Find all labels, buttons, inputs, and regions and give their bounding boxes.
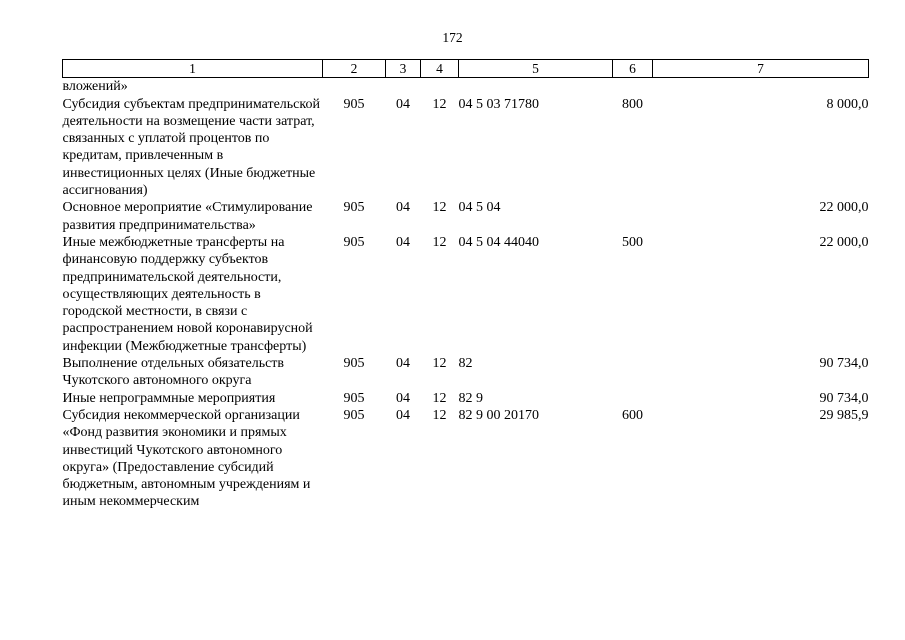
table-cell-col4: 12	[432, 390, 447, 406]
table-cell-col3: 04	[396, 390, 410, 406]
table-cell-col6: 800	[622, 96, 643, 112]
header-cell-7: 7	[652, 58, 869, 79]
table-cell-col4: 12	[432, 234, 447, 250]
table-cell-col3	[386, 78, 421, 96]
table-cell-col4: 12	[432, 407, 447, 423]
table-cell-col3: 04	[396, 234, 410, 250]
table-cell-col5: 82 9 00 20170	[458, 407, 540, 423]
table-cell-col2	[323, 78, 386, 96]
table-cell-col3: 04	[396, 96, 410, 112]
header-cell-2: 2	[322, 58, 386, 79]
table-cell-col3: 04	[396, 200, 410, 216]
table-cell-col6: 500	[622, 234, 643, 250]
table-cell-col5: 04 5 04	[458, 200, 501, 216]
table-cell-col6	[613, 78, 653, 96]
table-cell-col5: 04 5 03 71780	[458, 96, 540, 112]
table-cell-col7: 22 000,0	[819, 200, 869, 216]
table-cell-col6	[613, 355, 653, 390]
table-cell-col1: Основное мероприятие «Стимулирование раз…	[62, 200, 313, 233]
table-cell-col3: 04	[396, 356, 410, 372]
header-cell-6: 6	[612, 58, 653, 79]
table-cell-col1: Иные межбюджетные трансферты на финансов…	[62, 234, 313, 354]
table-cell-col7: 22 000,0	[819, 234, 869, 250]
table-cell-col5: 82	[458, 356, 473, 372]
table-cell-col7: 90 734,0	[819, 390, 869, 406]
table-row: Выполнение отдельных обязательств Чукотс…	[63, 355, 869, 390]
table-row: Субсидия некоммерческой организации «Фон…	[63, 407, 869, 511]
table-cell-col1: Выполнение отдельных обязательств Чукотс…	[62, 356, 285, 389]
table-cell-col4: 12	[432, 200, 447, 216]
header-cell-5: 5	[458, 58, 613, 79]
table-cell-col6	[613, 390, 653, 407]
table-header: 1 2 3 4 5 6 7	[62, 58, 869, 79]
header-cell-4: 4	[420, 58, 459, 79]
table-row: Иные непрограммные мероприятия 905 04 12 82 …	[63, 390, 869, 407]
table-cell-col4: 12	[432, 96, 447, 112]
table-cell-col1: Иные непрограммные мероприятия	[62, 390, 276, 406]
table-cell-col5: 82 9	[458, 390, 484, 406]
header-cell-1: 1	[62, 58, 323, 79]
table-cell-col2: 905	[343, 234, 365, 250]
table-cell-col2: 905	[343, 356, 365, 372]
table-cell-col7: 90 734,0	[819, 356, 869, 372]
table-cell-col4: 12	[432, 356, 447, 372]
table-body: вложений» Субсидия субъектам предпринимат…	[63, 78, 869, 511]
table-cell-col5: 04 5 04 44040	[458, 234, 540, 250]
table-row: Иные межбюджетные трансферты на финансов…	[63, 234, 869, 355]
table-cell-col4	[421, 78, 459, 96]
header-row: 1 2 3 4 5 6 7	[62, 58, 869, 79]
table-cell-col6: 600	[622, 407, 643, 423]
table-cell-col6	[613, 199, 653, 234]
table-cell-col2: 905	[343, 96, 365, 112]
table-cell-col7: 29 985,9	[819, 407, 869, 423]
table-cell-col1: Субсидия субъектам предпринимательской д…	[62, 96, 320, 199]
table-cell-col3: 04	[396, 407, 410, 423]
table-cell-col1: вложений»	[62, 79, 128, 95]
table-cell-col7: 8 000,0	[826, 96, 869, 112]
table-cell-col5	[459, 78, 613, 96]
table-cell-col2: 905	[343, 200, 365, 216]
header-cell-3: 3	[385, 58, 421, 79]
table-cell-col2: 905	[343, 390, 365, 406]
table-cell-col7	[653, 78, 869, 96]
table-cell-col1: Субсидия некоммерческой организации «Фон…	[62, 407, 311, 510]
table-cell-col2: 905	[343, 407, 365, 423]
table-row: Субсидия субъектам предпринимательской д…	[63, 96, 869, 200]
budget-table: 1 2 3 4 5 6 7 вложений» Субсидия субъекта…	[62, 58, 869, 511]
page-number: 172	[442, 30, 463, 45]
table-row: Основное мероприятие «Стимулирование раз…	[63, 199, 869, 234]
table-row: вложений»	[63, 78, 869, 96]
